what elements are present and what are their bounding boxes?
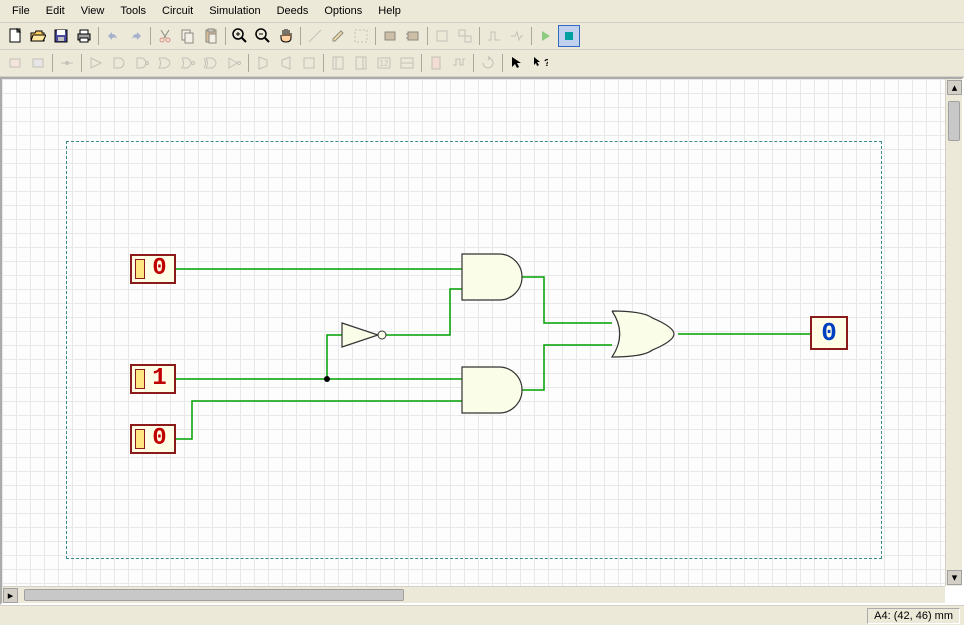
- zoom-in-button[interactable]: [229, 25, 251, 47]
- comp-clock-icon[interactable]: [448, 52, 470, 74]
- menu-bar: File Edit View Tools Circuit Simulation …: [0, 0, 964, 23]
- help-pointer-icon[interactable]: ?: [529, 52, 551, 74]
- toolbar-standard: [0, 23, 964, 50]
- print-button[interactable]: [73, 25, 95, 47]
- play-icon[interactable]: [535, 25, 557, 47]
- comp-register-icon[interactable]: [396, 52, 418, 74]
- comp-decoder-icon[interactable]: [327, 52, 349, 74]
- menu-deeds[interactable]: Deeds: [269, 2, 317, 20]
- save-button[interactable]: [50, 25, 72, 47]
- comp-display-icon[interactable]: [425, 52, 447, 74]
- pointer-icon[interactable]: [506, 52, 528, 74]
- comp-and-icon[interactable]: [108, 52, 130, 74]
- wire-button[interactable]: [304, 25, 326, 47]
- pan-button[interactable]: [275, 25, 297, 47]
- input-digit: 1: [145, 367, 174, 391]
- block-icon[interactable]: [431, 25, 453, 47]
- cut-button[interactable]: [154, 25, 176, 47]
- scroll-up-icon[interactable]: ▴: [947, 80, 962, 95]
- scroll-thumb[interactable]: [24, 589, 404, 601]
- menu-tools[interactable]: Tools: [112, 2, 154, 20]
- menu-view[interactable]: View: [73, 2, 113, 20]
- scroll-down-icon[interactable]: ▾: [947, 570, 962, 585]
- pencil-button[interactable]: [327, 25, 349, 47]
- circuit-diagram: [2, 79, 945, 586]
- toolbar-components: 12 ?: [0, 50, 964, 77]
- comp-switch-icon[interactable]: [4, 52, 26, 74]
- canvas[interactable]: 0 1 0 0: [2, 79, 945, 586]
- scroll-thumb[interactable]: [948, 101, 960, 141]
- comp-ff-icon[interactable]: [298, 52, 320, 74]
- input-switch-A[interactable]: 0: [130, 254, 176, 284]
- menu-edit[interactable]: Edit: [38, 2, 73, 20]
- comp-demux-icon[interactable]: [275, 52, 297, 74]
- svg-text:?: ?: [544, 58, 548, 69]
- status-coords: A4: (42, 46) mm: [867, 608, 960, 624]
- select-area-button[interactable]: [350, 25, 372, 47]
- canvas-area: 0 1 0 0 ▴ ▾ ◂ ▸: [0, 77, 964, 605]
- comp-rotate-icon[interactable]: [477, 52, 499, 74]
- switch-handle[interactable]: [135, 259, 145, 279]
- input-switch-B[interactable]: 1: [130, 364, 176, 394]
- open-button[interactable]: [27, 25, 49, 47]
- status-bar: A4: (42, 46) mm: [0, 605, 964, 625]
- probe-icon[interactable]: [506, 25, 528, 47]
- copy-button[interactable]: [177, 25, 199, 47]
- switch-handle[interactable]: [135, 369, 145, 389]
- chip1-icon[interactable]: [379, 25, 401, 47]
- comp-nand-icon[interactable]: [131, 52, 153, 74]
- comp-or-icon[interactable]: [154, 52, 176, 74]
- comp-encoder-icon[interactable]: [350, 52, 372, 74]
- comp-counter-icon[interactable]: 12: [373, 52, 395, 74]
- comp-xor-icon[interactable]: [200, 52, 222, 74]
- svg-text:12: 12: [380, 59, 389, 68]
- horizontal-scrollbar[interactable]: ◂ ▸: [2, 586, 945, 603]
- paste-button[interactable]: [200, 25, 222, 47]
- scroll-right-icon[interactable]: ▸: [3, 588, 18, 603]
- menu-simulation[interactable]: Simulation: [201, 2, 268, 20]
- menu-file[interactable]: File: [4, 2, 38, 20]
- input-digit: 0: [145, 427, 174, 451]
- comp-led-icon[interactable]: [27, 52, 49, 74]
- switch-handle[interactable]: [135, 429, 145, 449]
- new-button[interactable]: [4, 25, 26, 47]
- input-digit: 0: [145, 257, 174, 281]
- blocks-icon[interactable]: [454, 25, 476, 47]
- zoom-out-button[interactable]: [252, 25, 274, 47]
- undo-button[interactable]: [102, 25, 124, 47]
- chip2-icon[interactable]: [402, 25, 424, 47]
- comp-nor-icon[interactable]: [177, 52, 199, 74]
- output-display: 0: [810, 316, 848, 350]
- comp-buffer-icon[interactable]: [85, 52, 107, 74]
- comp-wire-icon[interactable]: [56, 52, 78, 74]
- timing-icon[interactable]: [483, 25, 505, 47]
- stop-icon[interactable]: [558, 25, 580, 47]
- menu-help[interactable]: Help: [370, 2, 409, 20]
- input-switch-C[interactable]: 0: [130, 424, 176, 454]
- comp-mux-icon[interactable]: [252, 52, 274, 74]
- menu-options[interactable]: Options: [316, 2, 370, 20]
- comp-not-icon[interactable]: [223, 52, 245, 74]
- menu-circuit[interactable]: Circuit: [154, 2, 201, 20]
- output-digit: 0: [821, 318, 837, 348]
- redo-button[interactable]: [125, 25, 147, 47]
- vertical-scrollbar[interactable]: ▴ ▾: [945, 79, 962, 586]
